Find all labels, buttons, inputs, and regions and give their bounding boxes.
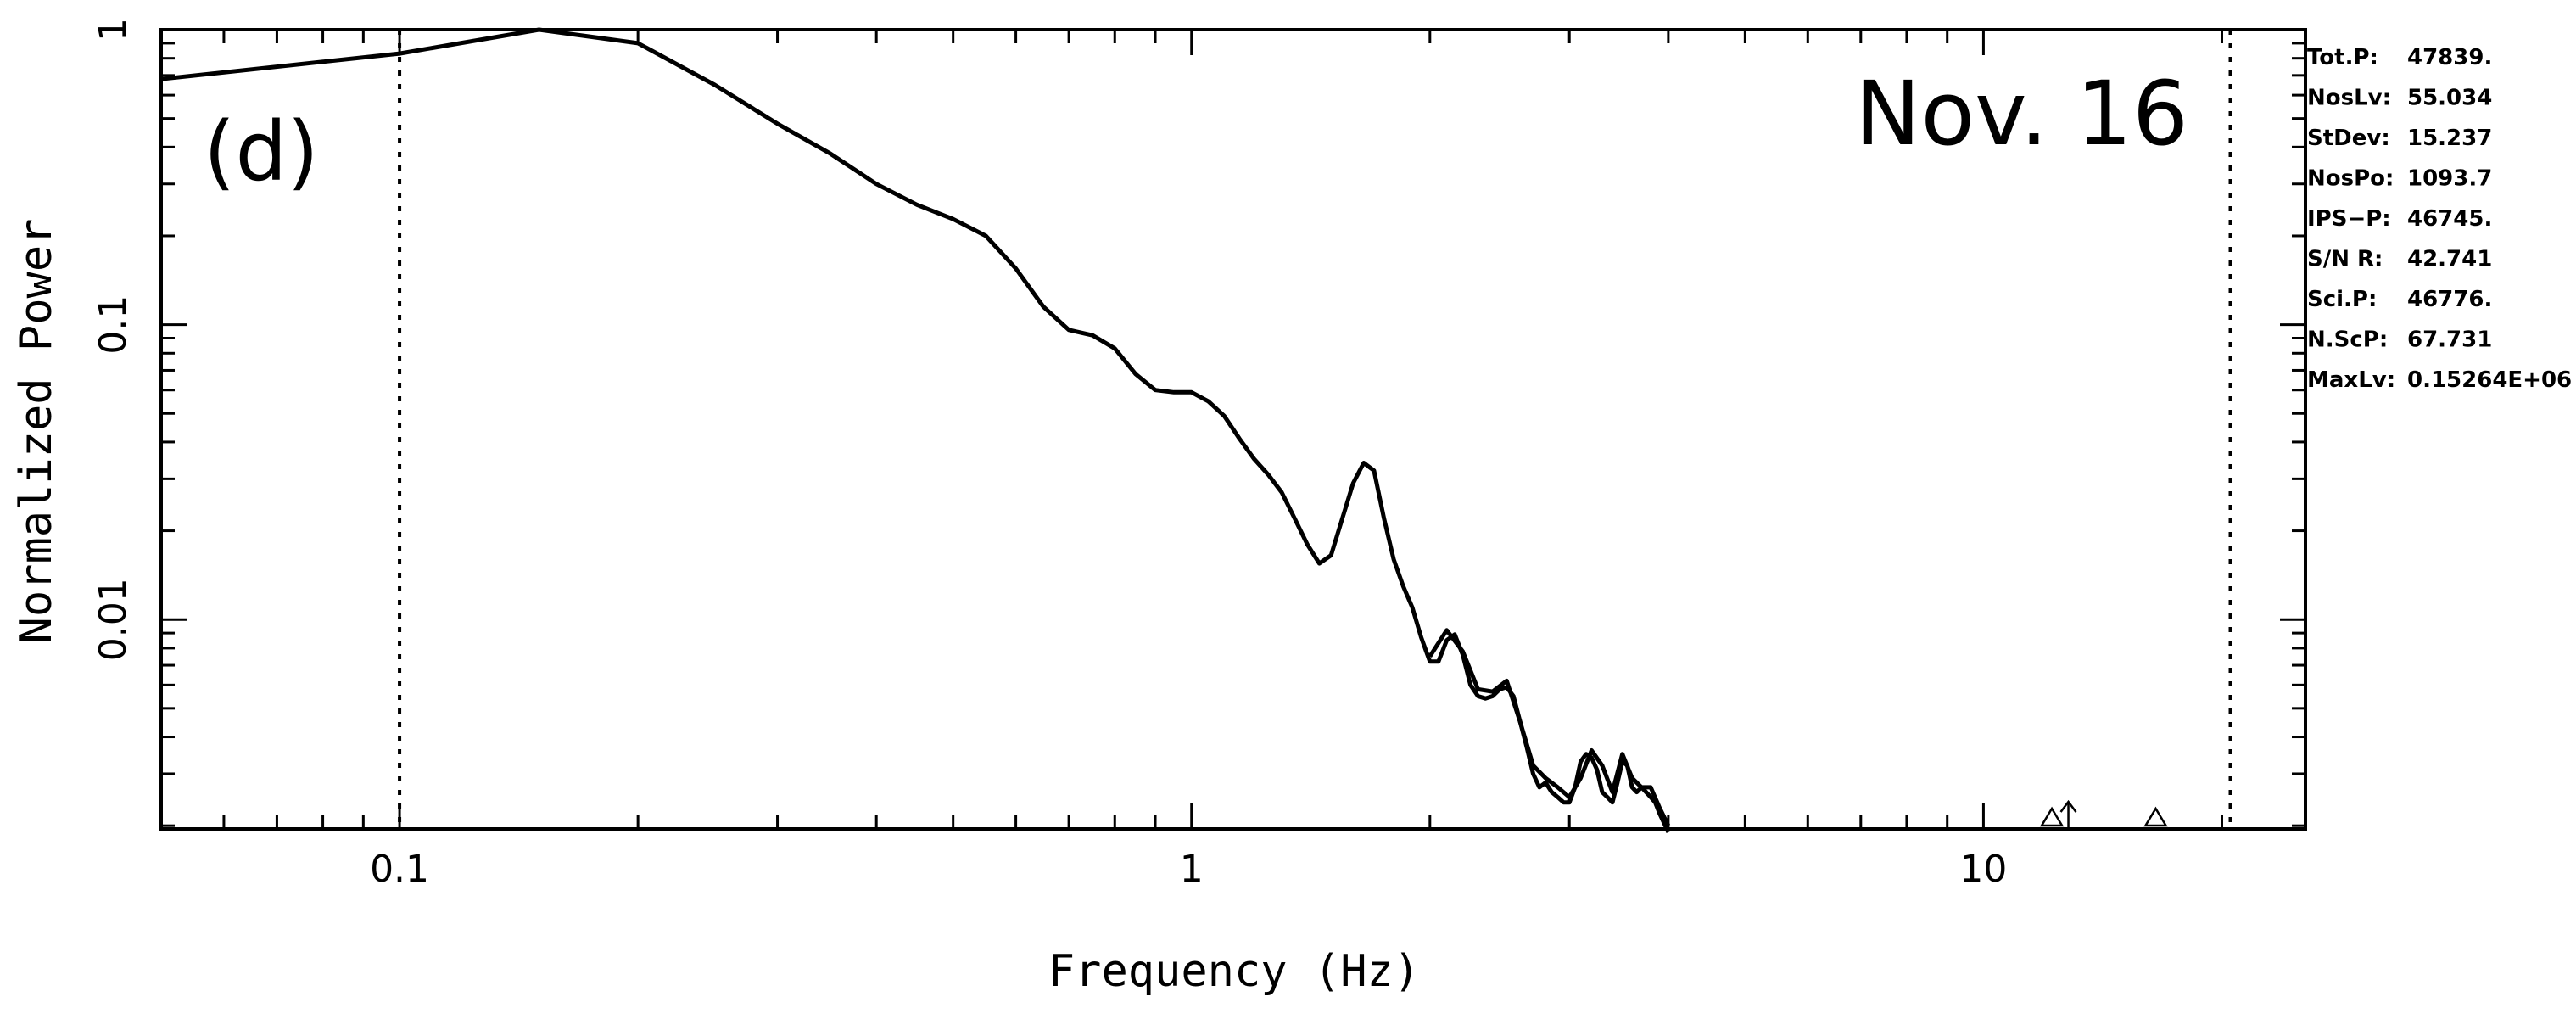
stat-label: NosPo: bbox=[2307, 166, 2394, 192]
panel-label: (d) bbox=[204, 104, 319, 199]
stat-label: StDev: bbox=[2307, 126, 2390, 151]
stat-label: Sci.P: bbox=[2307, 287, 2377, 312]
stat-value: 46776. bbox=[2407, 287, 2492, 312]
y-tick-label: 1 bbox=[92, 18, 135, 42]
stat-value: 46745. bbox=[2407, 206, 2492, 232]
stat-label: N.ScP: bbox=[2307, 328, 2388, 353]
stat-value: 0.15264E+06 bbox=[2407, 367, 2572, 393]
x-tick-label: 10 bbox=[1959, 848, 2007, 891]
x-axis-title: Frequency (Hz) bbox=[1048, 946, 1420, 997]
power-spectrum-line bbox=[160, 27, 1671, 833]
y-tick-label: 0.1 bbox=[92, 295, 135, 355]
date-label: Nov. 16 bbox=[1855, 62, 2188, 165]
triangle-marker bbox=[2143, 806, 2168, 827]
y-axis-title: Normalized Power bbox=[11, 219, 62, 644]
arrow-marker bbox=[2059, 799, 2077, 829]
stat-label: IPS−P: bbox=[2307, 206, 2391, 232]
stat-label: MaxLv: bbox=[2307, 367, 2395, 393]
arrow-head bbox=[2059, 799, 2077, 813]
x-tick-label: 0.1 bbox=[370, 848, 429, 891]
stat-value: 55.034 bbox=[2407, 86, 2492, 111]
triangle-marker bbox=[2039, 806, 2065, 827]
y-tick-label: 0.01 bbox=[92, 578, 135, 661]
stat-value: 47839. bbox=[2407, 45, 2492, 70]
plot-frame bbox=[159, 28, 2307, 831]
stat-label: NosLv: bbox=[2307, 86, 2391, 111]
stat-value: 42.741 bbox=[2407, 247, 2492, 272]
stat-label: Tot.P: bbox=[2307, 45, 2378, 70]
stat-value: 1093.7 bbox=[2407, 166, 2492, 192]
power-spectrum-line-alt bbox=[1428, 628, 1671, 827]
stats-panel: Tot.P: 47839. NosLv: 55.034 StDev: 15.237 NosP… bbox=[2307, 45, 2572, 393]
stat-label: S/N R: bbox=[2307, 247, 2383, 272]
stat-value: 15.237 bbox=[2407, 126, 2492, 151]
stat-value: 67.731 bbox=[2407, 328, 2492, 353]
x-tick-label: 1 bbox=[1180, 848, 1204, 891]
